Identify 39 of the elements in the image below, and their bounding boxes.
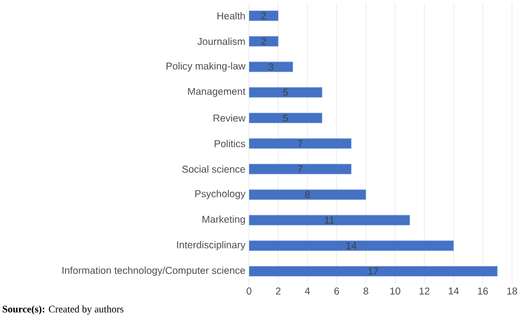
- data-label: 8: [305, 191, 310, 198]
- bar: [249, 240, 454, 251]
- data-label: 2: [261, 38, 266, 45]
- x-tick-label: 10: [390, 288, 400, 295]
- text: Source(s): Created by authors: [2, 305, 124, 315]
- x-tick-label: 14: [448, 288, 459, 294]
- x-tick-label: 4: [304, 288, 310, 294]
- data-label: 7: [298, 140, 302, 147]
- y-tick-label: Management: [188, 88, 246, 97]
- data-label: 17: [368, 268, 378, 275]
- data-label: 2: [261, 12, 266, 20]
- y-tick-label: Review: [214, 114, 246, 122]
- x-tick-label: 8: [364, 288, 368, 295]
- x-tick-label: 0: [246, 288, 252, 295]
- data-label: 5: [283, 88, 288, 96]
- x-tick-label: 16: [478, 288, 488, 295]
- x-tick-label: 18: [507, 288, 518, 295]
- y-tick-label: Information technology/Computer science: [62, 266, 245, 276]
- x-tick-label: 2: [276, 288, 280, 294]
- x-tick-label: 6: [334, 288, 340, 295]
- bar: [249, 87, 322, 98]
- bar: [249, 62, 294, 72]
- y-tick-label: Marketing: [202, 215, 245, 225]
- data-label: 5: [283, 114, 288, 122]
- y-tick-label: Health: [217, 12, 245, 20]
- bar: [249, 214, 410, 226]
- data-label: 7: [298, 166, 302, 172]
- bar: [249, 266, 498, 276]
- y-tick-label: Psychology: [195, 190, 246, 200]
- y-tick-label: Politics: [214, 140, 246, 148]
- y-tick-label: Interdisciplinary: [177, 241, 246, 250]
- y-tick-label: Policy making-law: [166, 62, 246, 72]
- data-label: 11: [324, 216, 334, 224]
- bar: [249, 189, 366, 200]
- x-tick-label: 12: [420, 288, 430, 294]
- data-label: 14: [346, 242, 357, 250]
- y-tick-label: Social science: [182, 165, 246, 173]
- data-label: 3: [268, 63, 274, 70]
- y-tick-label: Journalism: [197, 38, 245, 45]
